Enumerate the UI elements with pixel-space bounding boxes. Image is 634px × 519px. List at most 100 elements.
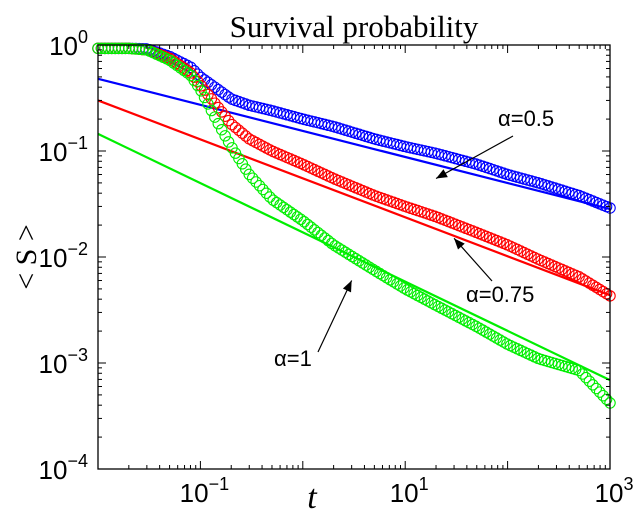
data-point (590, 382, 603, 395)
data-point (205, 104, 218, 117)
y-tick-exponent: −4 (67, 451, 88, 471)
x-axis-label: t (307, 479, 318, 516)
annotation-label: α=0.75 (466, 282, 534, 307)
x-tick-label: 10−1 (180, 474, 229, 508)
y-tick-label: 10−2 (39, 239, 88, 273)
y-tick-label: 10−3 (39, 345, 88, 379)
y-tick-base: 10 (39, 349, 68, 379)
data-point (198, 91, 211, 104)
data-point (377, 269, 389, 282)
annotation-alpha075: α=0.75 (453, 237, 534, 307)
x-tick-base: 10 (390, 478, 419, 508)
y-tick-exponent: −2 (67, 239, 88, 259)
data-point (346, 250, 359, 263)
data-point (236, 127, 249, 139)
annotation-arrow (435, 135, 514, 180)
x-tick-label: 101 (390, 474, 429, 508)
data-point (209, 111, 221, 123)
y-tick-exponent: −3 (67, 345, 88, 365)
data-point (391, 278, 403, 290)
y-tick-base: 10 (39, 137, 68, 167)
data-point (250, 176, 262, 188)
data-point (370, 265, 383, 278)
data-point (257, 183, 269, 196)
annotation-label: α=1 (274, 346, 312, 371)
x-tick-base: 10 (595, 478, 624, 508)
annotation-arrowhead (342, 280, 352, 293)
x-tick-base: 10 (180, 478, 209, 508)
annotation-layer: α=0.5 α=0.75 α=1 (274, 106, 554, 371)
data-point (573, 364, 585, 377)
data-point (212, 117, 225, 130)
data-point (222, 114, 235, 127)
data-point (583, 277, 596, 289)
data-point (593, 386, 606, 398)
data-point (580, 275, 592, 287)
data-point (349, 252, 362, 265)
data-point (329, 240, 341, 252)
data-point (246, 172, 259, 184)
data-point (590, 281, 603, 294)
x-tick-label: 103 (595, 474, 634, 508)
data-point (367, 263, 379, 276)
data-point (583, 375, 596, 387)
data-point (202, 98, 214, 110)
annotation-alpha05: α=0.5 (435, 106, 554, 180)
annotation-alpha1: α=1 (274, 280, 353, 371)
fit-line-alpha075 (97, 99, 611, 297)
data-point (243, 168, 255, 181)
fit-line-alpha05 (97, 77, 611, 211)
y-tick-label: 100 (49, 27, 88, 61)
annotation-arrowhead (436, 169, 448, 179)
data-point (374, 267, 386, 280)
data-point (360, 259, 372, 271)
chart-title: Survival probability (230, 9, 479, 44)
data-point (332, 242, 345, 254)
data-point (356, 257, 369, 269)
data-point (215, 123, 228, 136)
data-point (394, 280, 407, 292)
data-point (580, 371, 592, 384)
x-tick-exponent: 1 (419, 474, 429, 494)
data-point (229, 121, 242, 134)
y-axis-label: < S > (10, 224, 43, 290)
fit-line-alpha1 (97, 132, 611, 382)
data-point (195, 85, 207, 97)
data-point (600, 393, 613, 406)
y-tick-base: 10 (49, 31, 78, 61)
y-tick-label: 10−4 (39, 451, 88, 485)
series-alpha1 (92, 42, 616, 409)
data-point (343, 248, 355, 261)
data-point (339, 246, 352, 258)
data-point (587, 279, 599, 292)
data-point (253, 179, 266, 192)
data-point (222, 91, 235, 103)
data-point (576, 368, 589, 380)
y-tick-base: 10 (39, 243, 68, 273)
annotation-arrow (317, 280, 353, 353)
annotation-label: α=0.5 (498, 106, 554, 131)
data-point (384, 274, 396, 286)
data-point (380, 271, 393, 284)
y-tick-base: 10 (39, 455, 68, 485)
y-tick-exponent: −1 (67, 133, 88, 153)
data-point (226, 118, 238, 131)
data-point (353, 255, 365, 267)
y-tick-label: 10−1 (39, 133, 88, 167)
data-point (573, 271, 585, 283)
data-point (233, 124, 245, 137)
annotation-arrowhead (454, 238, 465, 250)
series-layer (92, 42, 616, 409)
data-point (264, 191, 276, 203)
x-tick-exponent: 3 (623, 474, 633, 494)
data-point (185, 67, 197, 79)
x-tick-exponent: −1 (209, 474, 230, 494)
data-point (219, 130, 231, 142)
data-point (587, 379, 599, 391)
data-point (181, 67, 194, 79)
data-point (222, 136, 235, 148)
data-point (597, 389, 609, 402)
data-point (387, 276, 400, 288)
